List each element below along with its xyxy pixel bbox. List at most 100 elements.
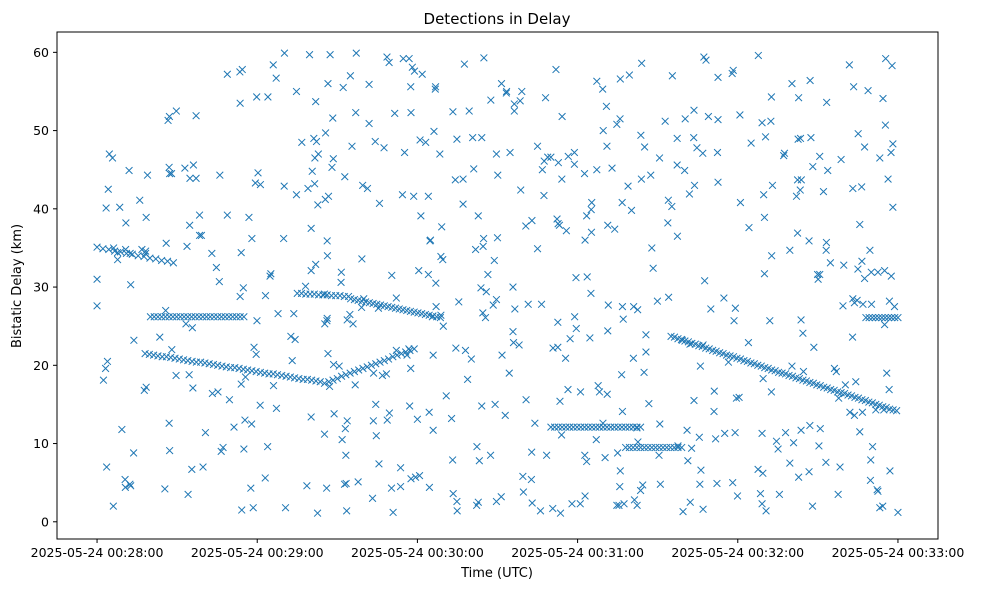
data-point: [382, 370, 391, 378]
data-point: [527, 475, 536, 484]
data-point: [219, 443, 227, 452]
data-point: [93, 302, 101, 310]
data-point: [291, 335, 299, 344]
data-point: [449, 108, 457, 116]
data-point: [617, 370, 626, 379]
data-point: [324, 79, 332, 88]
data-point: [161, 313, 170, 321]
data-point: [425, 408, 433, 417]
data-point: [437, 311, 445, 319]
data-point: [569, 423, 578, 431]
data-point: [876, 154, 884, 162]
data-point: [126, 480, 134, 488]
data-point: [887, 272, 896, 280]
data-point: [528, 499, 536, 507]
data-point: [573, 423, 581, 431]
data-point: [540, 191, 548, 200]
data-point: [822, 458, 830, 467]
data-point: [756, 489, 765, 498]
data-point: [874, 487, 882, 496]
data-point: [613, 120, 621, 129]
data-point: [624, 182, 632, 190]
data-point: [681, 115, 689, 123]
data-point: [372, 359, 380, 368]
data-point: [593, 165, 601, 174]
data-point: [269, 61, 277, 69]
data-point: [683, 426, 691, 434]
data-point: [760, 213, 769, 222]
data-point: [113, 255, 122, 264]
data-point: [254, 169, 262, 177]
data-point: [426, 236, 435, 244]
data-point: [673, 134, 681, 143]
x-tick-label: 2025-05-24 00:30:00: [351, 545, 484, 560]
data-point: [126, 482, 135, 490]
data-point: [866, 456, 875, 464]
data-point: [489, 301, 497, 309]
data-point: [156, 333, 164, 341]
data-point: [879, 94, 887, 103]
data-point: [421, 138, 430, 147]
data-point: [713, 148, 722, 157]
data-point: [477, 402, 486, 410]
data-point: [232, 313, 241, 321]
data-point: [655, 451, 663, 460]
data-point: [854, 129, 862, 138]
data-point: [550, 423, 559, 431]
data-point: [866, 246, 874, 255]
data-point: [767, 388, 776, 396]
data-point: [316, 377, 324, 386]
data-point: [437, 223, 446, 231]
data-point: [674, 442, 682, 450]
data-point: [214, 388, 222, 396]
y-tick-label: 40: [33, 201, 49, 216]
data-point: [337, 372, 346, 381]
data-point: [163, 257, 172, 265]
data-point: [887, 148, 895, 157]
data-point: [343, 417, 351, 425]
data-point: [594, 381, 602, 390]
data-point: [633, 423, 641, 431]
data-point: [881, 121, 890, 129]
data-point: [354, 366, 363, 374]
data-point: [610, 423, 619, 431]
data-point: [822, 98, 831, 107]
data-point: [690, 106, 698, 114]
data-point: [603, 142, 611, 150]
data-point: [806, 421, 814, 430]
data-point: [576, 500, 585, 508]
data-point: [236, 68, 244, 76]
data-point: [849, 295, 857, 303]
data-point: [354, 478, 362, 486]
data-point: [889, 140, 897, 148]
data-point: [856, 220, 864, 229]
data-point: [323, 314, 331, 323]
data-point: [772, 437, 781, 445]
data-point: [311, 97, 320, 106]
data-point: [303, 482, 311, 490]
data-point: [587, 198, 596, 207]
data-point: [603, 390, 611, 399]
data-point: [392, 294, 401, 302]
data-point: [860, 274, 869, 283]
data-point: [668, 72, 677, 80]
data-point: [399, 54, 408, 63]
data-point: [253, 316, 261, 325]
data-point: [187, 313, 196, 321]
data-point: [730, 316, 738, 325]
data-point: [649, 264, 657, 273]
data-point: [165, 169, 174, 178]
data-point: [383, 53, 391, 61]
data-point: [477, 284, 485, 292]
data-point: [834, 394, 843, 402]
data-point: [436, 313, 445, 322]
data-point: [797, 316, 805, 324]
data-point: [874, 268, 882, 276]
data-point: [888, 61, 896, 70]
data-point: [621, 423, 630, 431]
data-point: [584, 423, 593, 431]
data-point: [614, 423, 622, 431]
data-point: [109, 502, 118, 510]
data-point: [786, 459, 794, 467]
